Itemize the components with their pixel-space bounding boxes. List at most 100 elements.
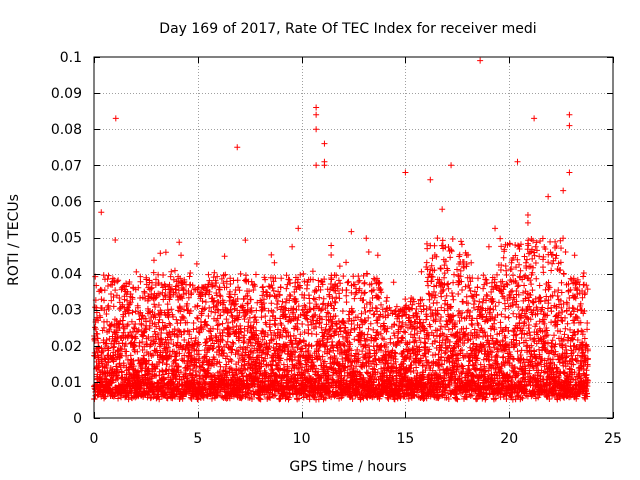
data-point	[425, 282, 432, 289]
data-point	[227, 280, 234, 287]
data-point	[175, 363, 182, 370]
data-point	[277, 315, 284, 322]
data-point	[110, 293, 117, 300]
data-point	[224, 307, 231, 314]
data-point	[170, 341, 177, 348]
data-point	[141, 289, 148, 296]
data-point	[161, 292, 168, 299]
data-point	[172, 371, 179, 378]
data-point	[402, 296, 409, 303]
data-point	[244, 300, 251, 307]
data-point	[268, 251, 275, 258]
data-point	[244, 292, 251, 299]
data-point	[259, 283, 266, 290]
data-point	[114, 278, 121, 285]
data-point	[216, 286, 223, 293]
data-point	[243, 310, 250, 317]
data-point	[211, 340, 218, 347]
data-point	[196, 329, 203, 336]
data-point	[192, 334, 199, 341]
data-point	[262, 355, 269, 362]
data-point	[177, 317, 184, 324]
data-point	[236, 334, 243, 341]
data-point	[293, 298, 300, 305]
data-point	[438, 323, 445, 330]
data-point	[125, 332, 132, 339]
data-point	[105, 306, 112, 313]
data-point	[270, 392, 277, 399]
data-point	[361, 280, 368, 287]
data-point	[468, 259, 475, 266]
data-point	[281, 306, 288, 313]
data-point	[161, 323, 168, 330]
data-point	[214, 306, 221, 313]
data-point	[370, 343, 377, 350]
data-point	[251, 331, 258, 338]
data-point	[450, 279, 457, 286]
data-point	[423, 259, 430, 266]
data-point	[450, 296, 457, 303]
data-point	[217, 363, 224, 370]
data-point	[241, 325, 248, 332]
data-point	[304, 382, 311, 389]
data-point	[163, 361, 170, 368]
data-point	[164, 301, 171, 308]
data-point	[218, 275, 225, 282]
data-point	[438, 304, 445, 311]
data-point	[160, 371, 167, 378]
data-point	[265, 283, 272, 290]
data-point	[160, 272, 167, 279]
data-point	[140, 332, 147, 339]
data-point	[205, 313, 212, 320]
data-point	[277, 355, 284, 362]
data-point	[232, 300, 239, 307]
data-point	[167, 273, 174, 280]
data-point	[351, 295, 358, 302]
data-point	[139, 339, 146, 346]
data-point	[155, 310, 162, 317]
data-point	[266, 343, 273, 350]
data-point	[145, 357, 152, 364]
data-point	[428, 277, 435, 284]
data-point	[168, 268, 175, 275]
data-point	[232, 371, 239, 378]
data-point	[246, 387, 253, 394]
data-point	[124, 297, 131, 304]
data-point	[134, 348, 141, 355]
data-point	[154, 331, 161, 338]
data-point	[333, 294, 340, 301]
data-point	[218, 336, 225, 343]
data-point	[125, 307, 132, 314]
data-point	[263, 288, 270, 295]
data-point	[463, 293, 470, 300]
data-point	[441, 262, 448, 269]
data-point	[437, 265, 444, 272]
data-point	[211, 356, 218, 363]
data-point	[221, 350, 228, 357]
data-point	[218, 372, 225, 379]
data-point	[443, 292, 450, 299]
data-point	[294, 317, 301, 324]
data-point	[253, 307, 260, 314]
data-point	[262, 276, 269, 283]
data-point	[193, 260, 200, 267]
data-point	[270, 287, 277, 294]
data-point	[176, 350, 183, 357]
data-point	[274, 304, 281, 311]
data-point	[186, 273, 193, 280]
data-point	[188, 289, 195, 296]
data-point	[335, 277, 342, 284]
data-point	[424, 245, 431, 252]
data-point	[466, 284, 473, 291]
data-point	[259, 284, 266, 291]
data-point	[431, 242, 438, 249]
data-point	[206, 304, 213, 311]
data-point	[244, 306, 251, 313]
data-point	[152, 365, 159, 372]
data-point	[190, 326, 197, 333]
data-point	[449, 235, 456, 242]
data-point	[266, 393, 273, 400]
data-point	[245, 319, 252, 326]
data-point	[117, 364, 124, 371]
data-point	[270, 344, 277, 351]
